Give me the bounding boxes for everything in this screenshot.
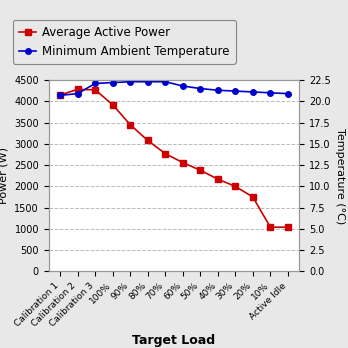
Average Active Power (286, 225, 290, 229)
Legend: Average Active Power, Minimum Ambient Temperature: Average Active Power, Minimum Ambient Te… (13, 20, 236, 64)
Average Active Power (76, 87, 80, 92)
Minimum Ambient Temperature (198, 86, 203, 90)
Minimum Ambient Temperature (181, 84, 185, 88)
Average Active Power (111, 103, 115, 107)
Minimum Ambient Temperature (251, 90, 255, 94)
Average Active Power (198, 168, 203, 172)
Minimum Ambient Temperature (145, 80, 150, 84)
X-axis label: Target Load: Target Load (133, 334, 215, 347)
Minimum Ambient Temperature (268, 91, 272, 95)
Minimum Ambient Temperature (128, 80, 132, 84)
Minimum Ambient Temperature (111, 80, 115, 85)
Y-axis label: Temperature (°C): Temperature (°C) (335, 128, 345, 224)
Average Active Power (58, 93, 62, 97)
Minimum Ambient Temperature (163, 80, 167, 84)
Minimum Ambient Temperature (286, 92, 290, 96)
Average Active Power (181, 160, 185, 165)
Average Active Power (128, 122, 132, 127)
Line: Minimum Ambient Temperature: Minimum Ambient Temperature (57, 79, 291, 98)
Y-axis label: Power (W): Power (W) (0, 147, 9, 204)
Average Active Power (145, 139, 150, 143)
Average Active Power (216, 177, 220, 181)
Minimum Ambient Temperature (93, 81, 97, 86)
Average Active Power (93, 88, 97, 92)
Minimum Ambient Temperature (233, 89, 237, 93)
Minimum Ambient Temperature (58, 93, 62, 97)
Average Active Power (251, 195, 255, 199)
Minimum Ambient Temperature (216, 88, 220, 92)
Line: Average Active Power: Average Active Power (57, 87, 291, 230)
Average Active Power (163, 151, 167, 156)
Minimum Ambient Temperature (76, 92, 80, 96)
Average Active Power (268, 225, 272, 229)
Average Active Power (233, 184, 237, 189)
